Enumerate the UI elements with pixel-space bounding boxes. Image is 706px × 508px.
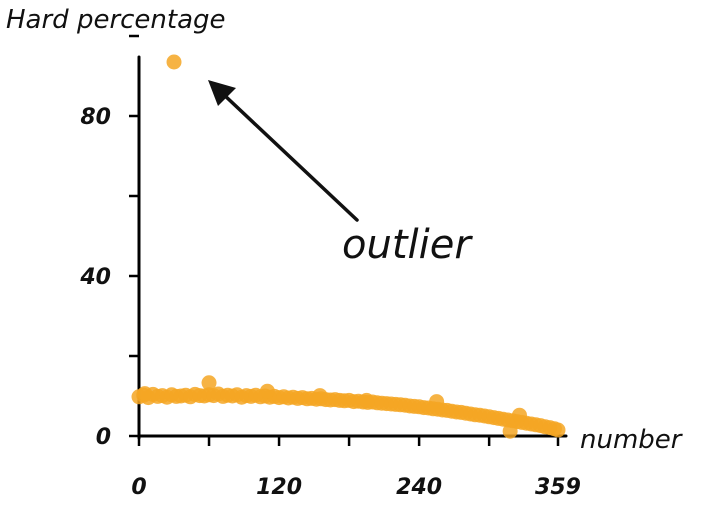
data-point xyxy=(359,392,375,408)
outlier-annotation: outlier xyxy=(208,80,473,268)
axis-ticks: 0 40 80 0 120 240 359 xyxy=(79,34,581,500)
data-point xyxy=(312,388,328,404)
x-tick-label: 359 xyxy=(535,475,581,500)
annotation-arrow-line xyxy=(220,91,359,222)
data-points xyxy=(131,54,566,439)
x-axis-title: number xyxy=(580,425,684,455)
data-point xyxy=(429,394,445,410)
x-tick-label: 120 xyxy=(256,475,302,500)
y-tick-label: 40 xyxy=(79,265,111,290)
data-point xyxy=(511,407,527,423)
annotation-arrow-head xyxy=(208,80,236,106)
data-point xyxy=(259,383,275,399)
x-tick-label: 240 xyxy=(396,475,442,500)
data-point xyxy=(201,375,217,391)
data-point xyxy=(550,422,566,438)
y-tick-label: 0 xyxy=(96,425,111,450)
data-point xyxy=(137,386,153,402)
data-point xyxy=(166,54,182,70)
data-point xyxy=(502,423,518,439)
y-tick-label: 80 xyxy=(80,105,111,130)
x-tick-label: 0 xyxy=(131,475,146,500)
annotation-text: outlier xyxy=(342,222,473,268)
y-axis-title: Hard percentage xyxy=(6,5,226,35)
